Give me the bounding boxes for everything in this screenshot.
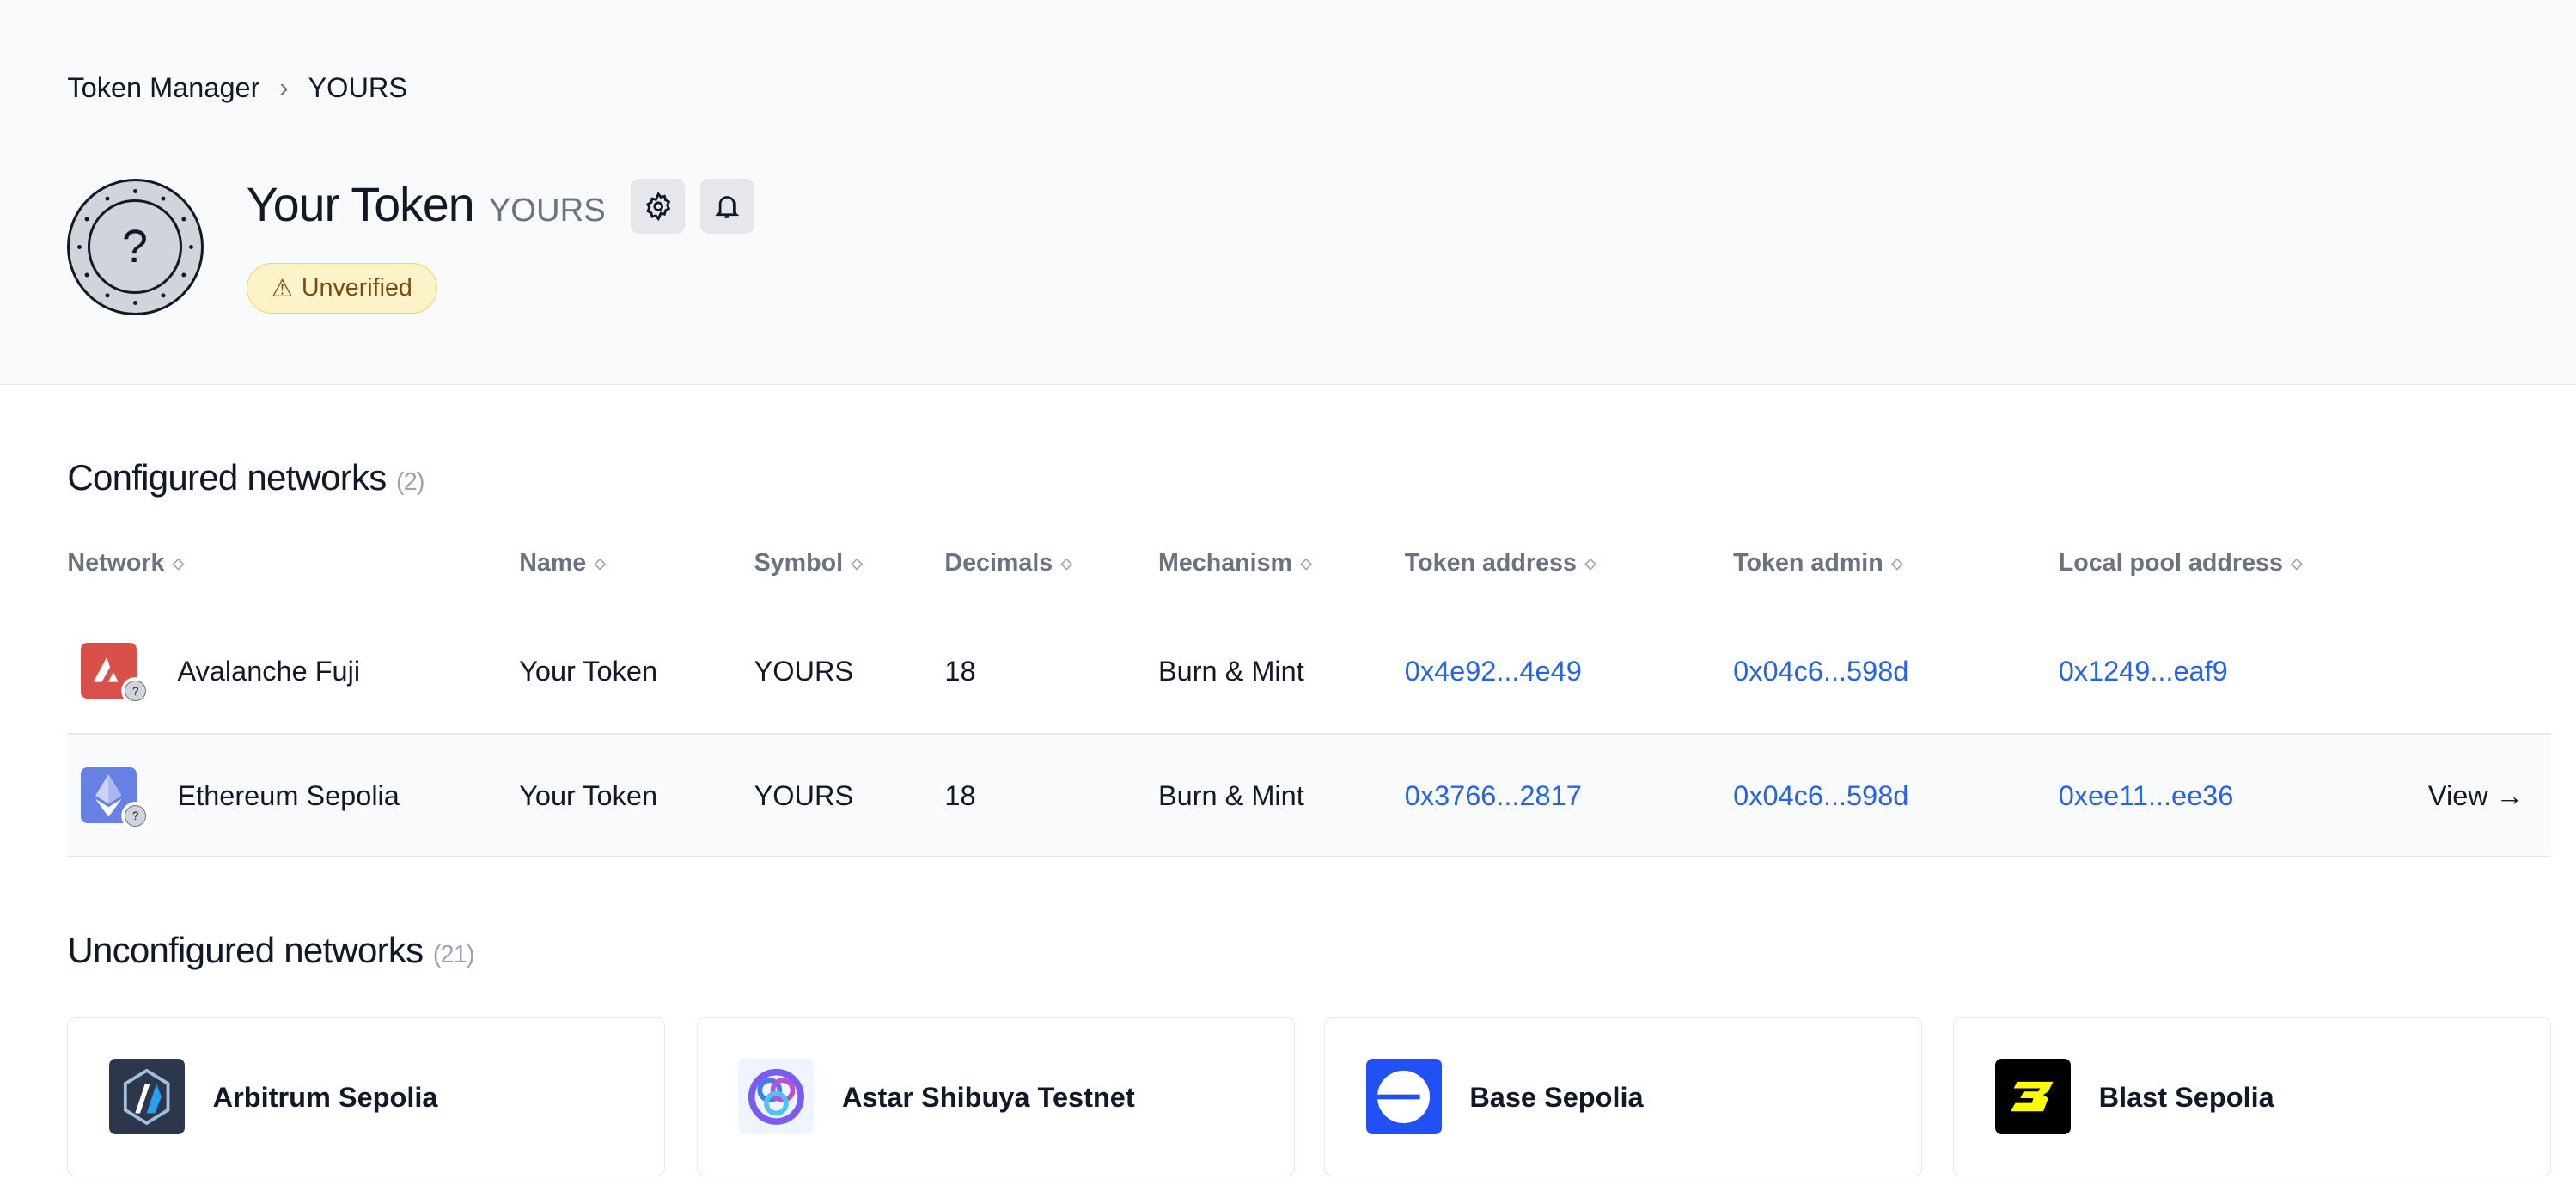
mechanism-cell: Burn & Mint (1157, 655, 1304, 687)
table-row[interactable]: ? Ethereum Sepolia Your Token YOURS 18 B… (67, 734, 2552, 858)
status-text: Unverified (301, 274, 412, 302)
sort-icon: ◇ (594, 553, 607, 571)
settings-button[interactable] (631, 179, 686, 234)
token-admin-link[interactable]: 0x04c6...598d (1733, 655, 1909, 687)
column-decimals[interactable]: Decimals ◇ (944, 548, 1073, 577)
pool-address-link[interactable]: 0x1249...eaf9 (2058, 655, 2228, 687)
network-card-arbitrum[interactable]: Arbitrum Sepolia (67, 1017, 666, 1176)
unconfigured-count: (21) (432, 941, 475, 969)
column-name[interactable]: Name ◇ (519, 548, 607, 577)
sort-icon: ◇ (2291, 553, 2303, 571)
base-icon (1365, 1059, 1442, 1135)
decimals-cell: 18 (944, 655, 976, 687)
bell-icon (714, 195, 740, 218)
network-name: Avalanche Fuji (177, 655, 361, 687)
token-mini-icon: ? (125, 680, 147, 702)
column-symbol[interactable]: Symbol ◇ (754, 548, 863, 577)
token-name-cell: Your Token (519, 779, 658, 811)
column-network[interactable]: Network ◇ (67, 548, 185, 577)
sort-icon: ◇ (1584, 553, 1596, 571)
column-pool-address[interactable]: Local pool address ◇ (2058, 548, 2303, 577)
symbol-cell: YOURS (754, 655, 854, 687)
network-card-astar[interactable]: Astar Shibuya Testnet (696, 1017, 1295, 1176)
configured-networks-heading: Configured networks (2) (67, 456, 425, 498)
token-name: Your Token (246, 178, 475, 232)
gear-icon (645, 191, 670, 222)
column-token-admin[interactable]: Token admin ◇ (1733, 548, 1903, 577)
network-card-blast[interactable]: Blast Sepolia (1953, 1017, 2552, 1176)
question-mark: ? (88, 199, 182, 294)
token-address-link[interactable]: 0x4e92...4e49 (1404, 655, 1582, 687)
table-row[interactable]: ? Avalanche Fuji Your Token YOURS 18 Bur… (67, 609, 2552, 734)
card-label: Astar Shibuya Testnet (841, 1081, 1135, 1113)
sort-icon: ◇ (851, 553, 863, 571)
astar-icon (738, 1059, 815, 1135)
status-badge: ⚠ Unverified (246, 262, 437, 315)
card-label: Base Sepolia (1469, 1081, 1644, 1113)
token-symbol: YOURS (488, 192, 606, 229)
blast-icon (1995, 1059, 2072, 1135)
network-name: Ethereum Sepolia (177, 779, 400, 811)
breadcrumb-current: YOURS (308, 72, 408, 104)
token-admin-link[interactable]: 0x04c6...598d (1733, 779, 1909, 811)
arbitrum-icon (109, 1059, 186, 1135)
coin-dots (77, 189, 194, 306)
view-button[interactable]: View → (2427, 779, 2524, 811)
column-mechanism[interactable]: Mechanism ◇ (1157, 548, 1312, 577)
sort-icon: ◇ (173, 553, 185, 571)
token-name-cell: Your Token (519, 655, 658, 687)
pool-address-link[interactable]: 0xee11...ee36 (2058, 779, 2234, 811)
page-title: Your Token YOURS (247, 177, 606, 232)
column-token-address[interactable]: Token address ◇ (1404, 548, 1596, 577)
notifications-button[interactable] (699, 179, 754, 234)
mechanism-cell: Burn & Mint (1157, 779, 1304, 811)
token-header: Token Manager › YOURS ? Your Token YOURS… (0, 0, 2576, 386)
decimals-cell: 18 (944, 779, 976, 811)
row-divider (67, 732, 2552, 735)
card-label: Arbitrum Sepolia (212, 1081, 438, 1113)
sort-icon: ◇ (1891, 553, 1903, 571)
configured-count: (2) (395, 467, 425, 496)
token-address-link[interactable]: 0x3766...2817 (1404, 779, 1582, 811)
unconfigured-networks-heading: Unconfigured networks (21) (67, 930, 475, 971)
token-mini-icon: ? (125, 804, 147, 827)
sort-icon: ◇ (1060, 553, 1073, 571)
sort-icon: ◇ (1300, 553, 1312, 571)
ethereum-icon (80, 767, 137, 823)
breadcrumb-token-manager[interactable]: Token Manager (67, 72, 260, 104)
chevron-right-icon: › (279, 73, 289, 103)
breadcrumb: Token Manager › YOURS (67, 72, 407, 104)
question-coin-icon: ? (67, 179, 204, 316)
card-label: Blast Sepolia (2098, 1081, 2274, 1113)
symbol-cell: YOURS (754, 779, 854, 811)
network-card-base[interactable]: Base Sepolia (1324, 1017, 1923, 1176)
warning-icon: ⚠ (271, 275, 294, 303)
